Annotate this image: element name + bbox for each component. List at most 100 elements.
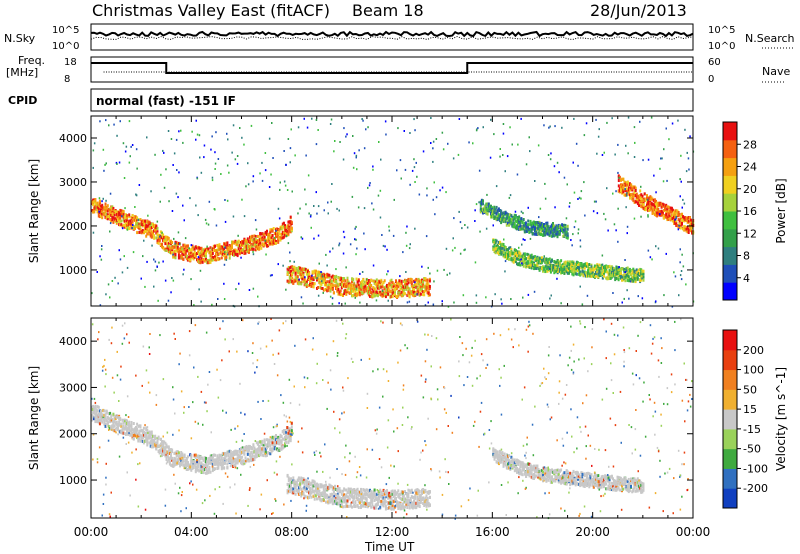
power-cell: [668, 214, 671, 218]
power-cell: [545, 228, 548, 232]
power-cell: [118, 211, 121, 215]
power-cell: [535, 267, 538, 270]
velocity-cell: [214, 460, 216, 464]
power-cell: [425, 285, 428, 289]
power-cell: [355, 294, 358, 298]
power-cell: [119, 213, 122, 217]
power-cell: [525, 257, 528, 261]
power-cell: [280, 236, 283, 240]
power-noise-cell: [681, 253, 683, 256]
power-cell: [303, 267, 306, 271]
power-noise-cell: [404, 168, 407, 171]
velocity-cell: [209, 454, 212, 458]
power-cell: [547, 258, 550, 262]
power-cell: [678, 222, 681, 226]
power-cell: [234, 250, 237, 254]
power-cell: [683, 216, 686, 220]
power-cell: [649, 208, 652, 212]
power-cell: [423, 285, 426, 289]
power-noise-cell: [250, 124, 253, 127]
velocity-cell: [130, 421, 133, 424]
power-noise-cell: [99, 120, 101, 123]
power-cell: [320, 282, 323, 286]
power-noise-cell: [160, 173, 162, 176]
power-noise-cell: [447, 142, 449, 145]
power-cell: [547, 265, 550, 269]
power-cell: [556, 265, 559, 269]
power-cell: [277, 235, 280, 239]
power-noise-cell: [633, 126, 636, 129]
power-cell: [336, 287, 339, 291]
power-cell: [493, 247, 496, 251]
power-cell: [621, 276, 623, 280]
power-cell: [531, 260, 534, 264]
power-noise-cell: [93, 142, 96, 145]
power-cell: [522, 225, 525, 229]
power-cell: [681, 221, 683, 225]
power-cell: [668, 209, 671, 213]
power-cell: [520, 225, 523, 229]
power-cell: [290, 220, 293, 224]
velocity-cell: [130, 430, 133, 434]
velocity-cell: [101, 413, 104, 417]
power-cell: [564, 262, 567, 266]
power-cell: [192, 255, 195, 259]
power-noise-cell: [345, 135, 347, 138]
power-noise-cell: [130, 145, 132, 148]
power-cell: [384, 292, 387, 296]
power-cell: [252, 238, 255, 242]
power-cell: [529, 229, 532, 233]
power-cell: [264, 241, 267, 245]
power-cell: [328, 282, 331, 285]
power-noise-cell: [156, 220, 159, 223]
power-cell: [561, 266, 564, 270]
power-cell: [539, 224, 542, 228]
power-cell: [512, 222, 515, 225]
power-noise-cell: [522, 219, 525, 221]
power-cell: [623, 273, 626, 277]
power-cell: [519, 255, 522, 259]
velocity-cell: [139, 439, 142, 443]
power-cell: [158, 233, 161, 237]
power-cell: [247, 249, 250, 252]
power-cell: [372, 279, 375, 283]
power-cell: [422, 283, 425, 287]
power-noise-cell: [618, 176, 620, 179]
power-cell: [629, 193, 631, 197]
power-cell: [634, 199, 637, 203]
power-cell: [317, 270, 320, 274]
velocity-cell: [207, 457, 210, 461]
power-cell: [245, 240, 248, 244]
power-cell: [225, 253, 228, 257]
power-cell: [652, 207, 655, 211]
power-cell: [326, 280, 329, 284]
power-noise-cell: [199, 156, 201, 159]
velocity-cell: [205, 468, 207, 472]
power-noise-cell: [285, 288, 287, 291]
power-cell: [411, 290, 414, 293]
power-cell: [323, 288, 326, 292]
velocity-cell: [203, 458, 206, 462]
velocity-cell: [168, 448, 171, 452]
power-noise-cell: [245, 185, 247, 188]
power-cell: [218, 243, 221, 247]
power-cell: [608, 269, 611, 272]
power-cell: [210, 247, 213, 251]
power-cell: [642, 203, 645, 207]
power-cell: [314, 274, 317, 278]
power-cell: [374, 293, 377, 297]
power-cell: [185, 249, 188, 253]
power-cell: [268, 242, 271, 246]
power-cell: [113, 209, 116, 213]
power-noise-cell: [474, 209, 476, 212]
power-cell: [291, 280, 294, 284]
power-cell: [208, 251, 211, 255]
power-cell: [105, 207, 108, 211]
power-cell: [598, 269, 601, 273]
power-noise-cell: [615, 190, 617, 193]
power-cell: [141, 222, 144, 226]
power-noise-cell: [432, 303, 435, 306]
velocity-cell: [205, 471, 207, 475]
power-cell: [508, 223, 510, 227]
power-cell: [494, 211, 497, 215]
